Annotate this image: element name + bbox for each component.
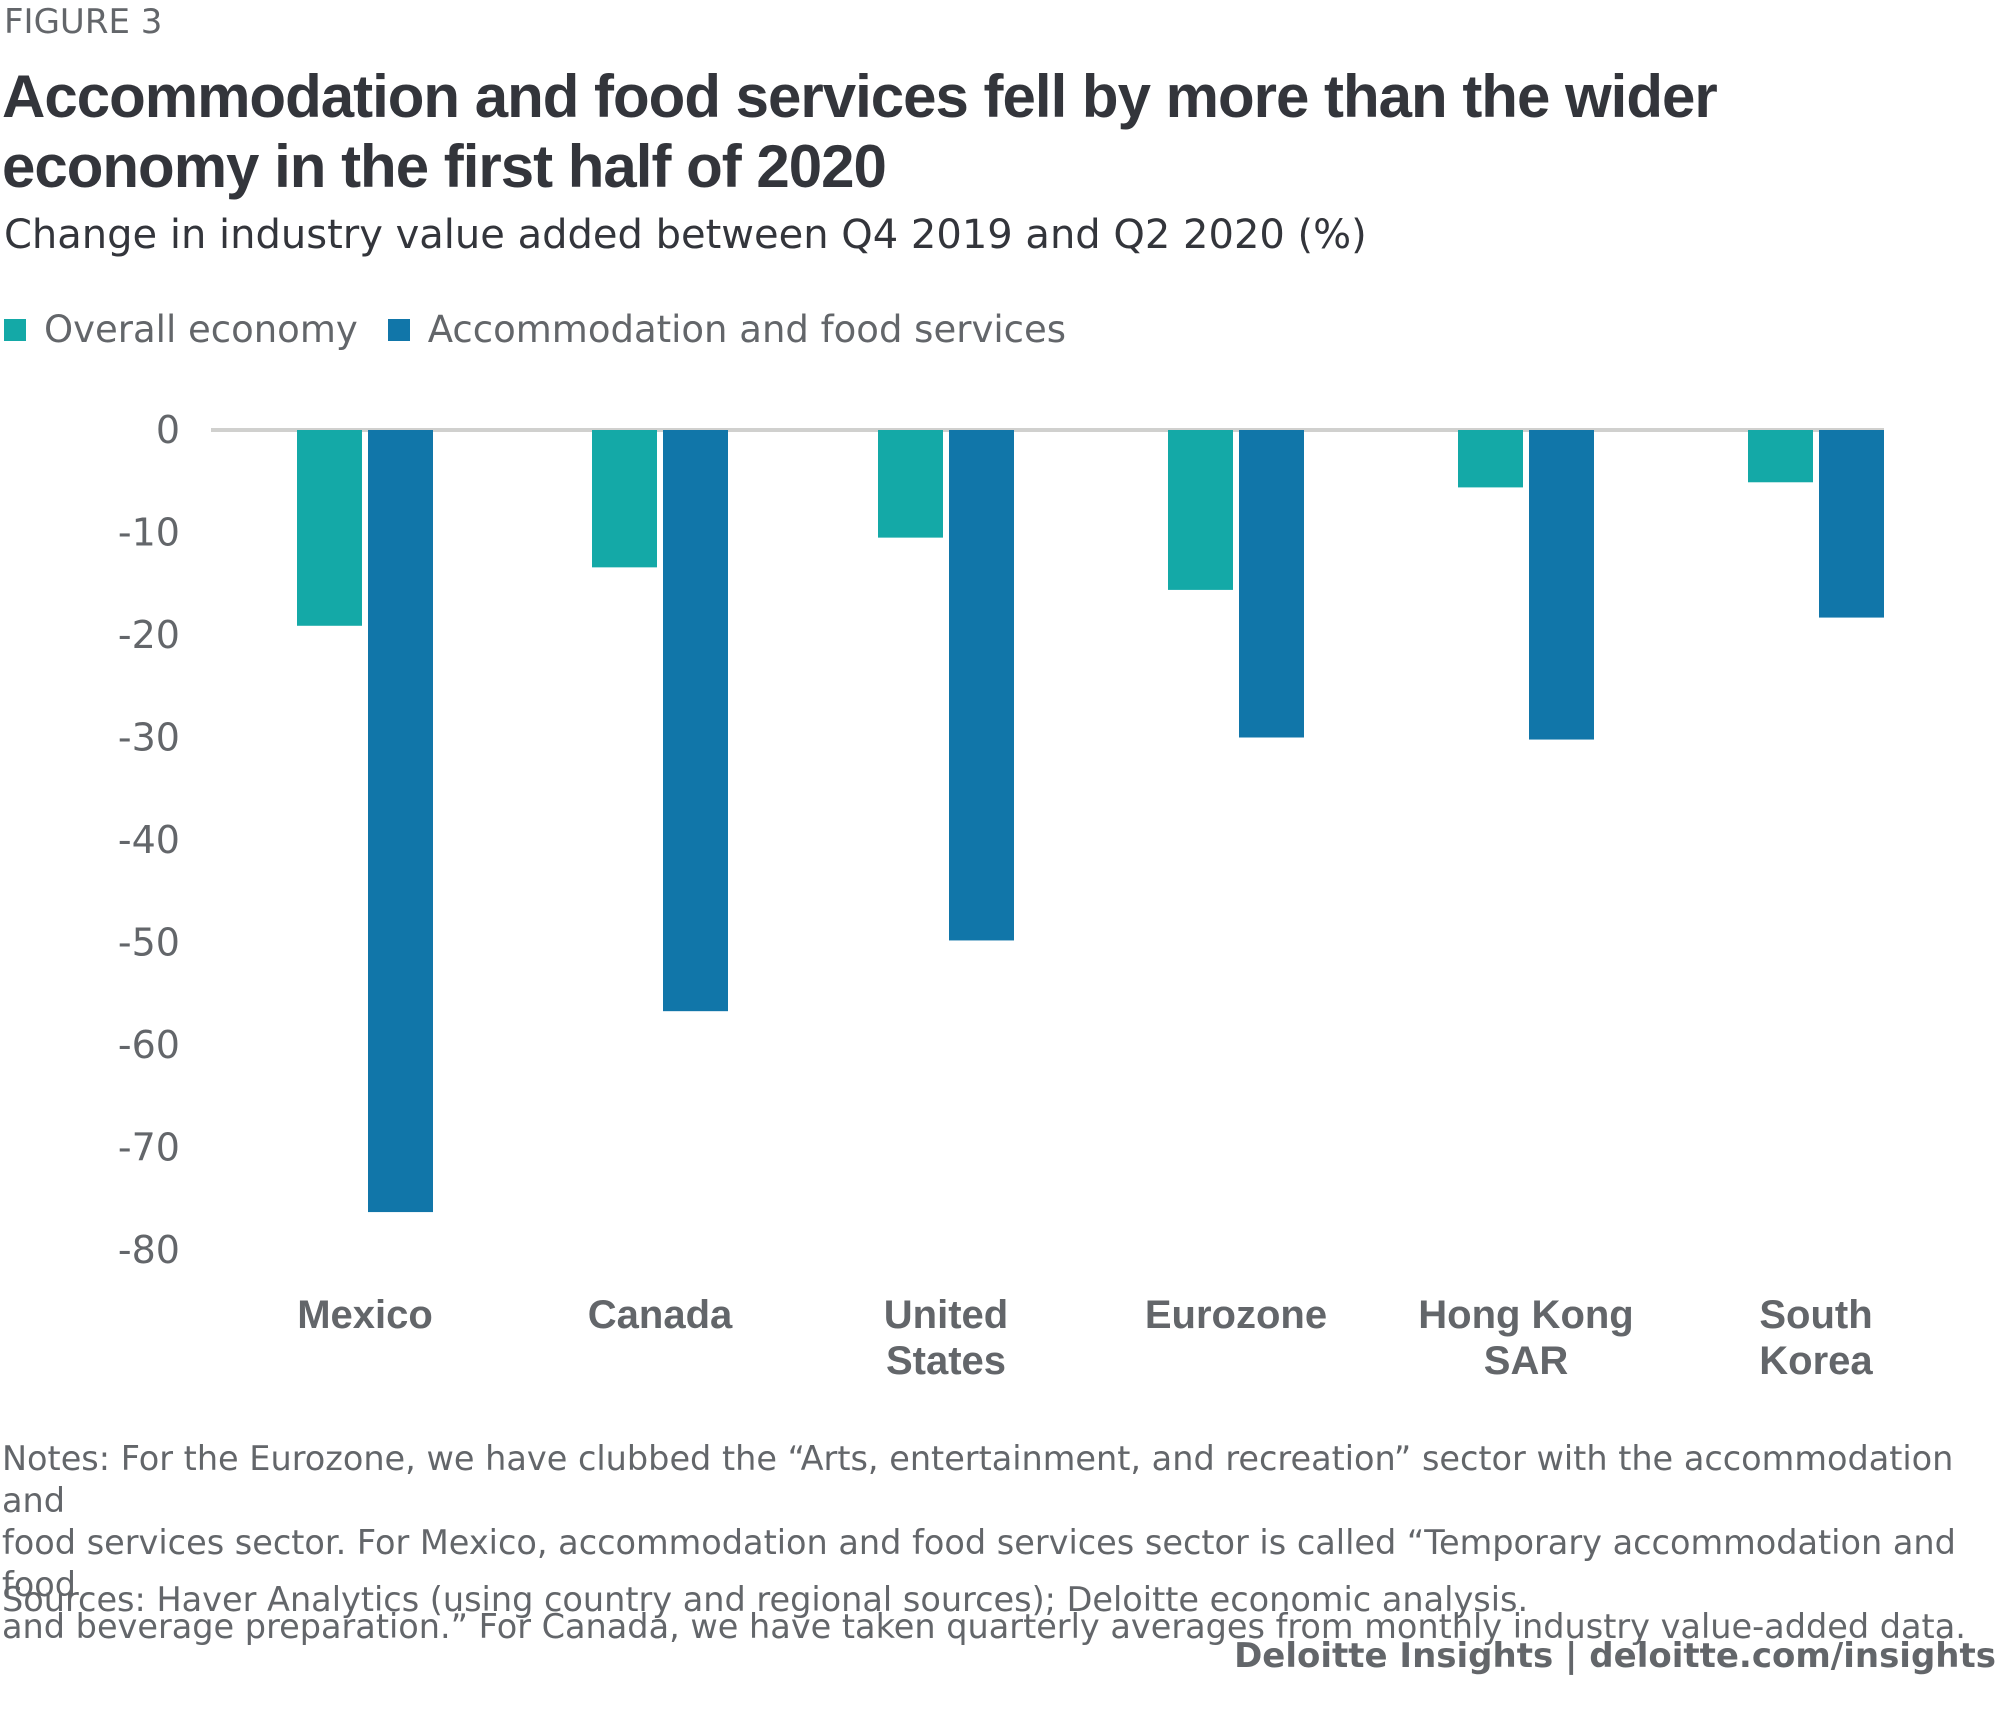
y-axis: 0 -10 -20 -30 -40 -50 -60 -70 -80 bbox=[118, 408, 180, 1272]
bar-overall-economy bbox=[1748, 430, 1813, 483]
legend-swatch-accommodation-food bbox=[387, 318, 410, 341]
x-category-label: United States bbox=[884, 1293, 1008, 1383]
notes-line: and beverage preparation.” For Canada, w… bbox=[2, 1607, 1966, 1646]
bar-chart: 0 -10 -20 -30 -40 -50 -60 -70 -80 Mexico Canada Un… bbox=[118, 408, 1884, 1383]
notes: Notes: For the Eurozone, we have clubbed… bbox=[2, 1438, 1992, 1648]
x-category-label: South Korea bbox=[1759, 1293, 1873, 1383]
y-tick-label: 0 bbox=[156, 408, 180, 452]
legend-swatch-overall-economy bbox=[4, 318, 26, 341]
x-category-label-line: United bbox=[884, 1293, 1008, 1337]
bar-overall-economy bbox=[1168, 430, 1233, 590]
x-category-label: Canada bbox=[588, 1293, 733, 1337]
sources: Sources: Haver Analytics (using country … bbox=[2, 1580, 1529, 1619]
y-tick-label: -60 bbox=[118, 1023, 180, 1067]
legend-label: Accommodation and food services bbox=[427, 308, 1066, 351]
x-category-label-line: States bbox=[886, 1339, 1006, 1383]
x-category-label-line: Hong Kong bbox=[1418, 1293, 1634, 1337]
legend-item-accommodation-food: Accommodation and food services bbox=[387, 308, 1066, 351]
y-tick-label: -20 bbox=[118, 613, 180, 657]
bar-overall-economy bbox=[592, 430, 657, 568]
bar-accommodation-food bbox=[1529, 430, 1594, 740]
x-axis: Mexico Canada United States Eurozone Hong Kon… bbox=[297, 1293, 1873, 1383]
bar-overall-economy bbox=[878, 430, 943, 538]
y-tick-label: -80 bbox=[118, 1228, 180, 1272]
chart-subtitle: Change in industry value added between Q… bbox=[4, 212, 1367, 258]
bar-accommodation-food bbox=[663, 430, 728, 1012]
legend: Overall economy Accommodation and food s… bbox=[4, 308, 1096, 351]
bar-accommodation-food bbox=[368, 430, 433, 1213]
y-tick-label: -30 bbox=[118, 716, 180, 760]
x-category-label: Hong Kong SAR bbox=[1418, 1293, 1634, 1383]
x-category-label: Eurozone bbox=[1145, 1293, 1327, 1337]
bar-overall-economy bbox=[1458, 430, 1523, 488]
bar-overall-economy bbox=[297, 430, 362, 626]
y-tick-label: -70 bbox=[118, 1126, 180, 1170]
x-category-label-line: Eurozone bbox=[1145, 1293, 1327, 1337]
x-category-label-line: Mexico bbox=[297, 1293, 433, 1337]
x-category-label: Mexico bbox=[297, 1293, 433, 1337]
y-tick-label: -40 bbox=[118, 818, 180, 862]
chart-title: Accommodation and food services fell by … bbox=[2, 63, 1718, 200]
y-tick-label: -10 bbox=[118, 511, 180, 555]
notes-line: food services sector. For Mexico, accomm… bbox=[2, 1523, 1956, 1604]
bars bbox=[297, 430, 1884, 1213]
x-category-label-line: South bbox=[1759, 1293, 1872, 1337]
footer-credit: Deloitte Insights | deloitte.com/insight… bbox=[1234, 1636, 1996, 1676]
figure-label: FIGURE 3 bbox=[4, 2, 163, 42]
legend-label: Overall economy bbox=[44, 308, 358, 351]
bar-accommodation-food bbox=[1819, 430, 1884, 618]
bar-accommodation-food bbox=[1239, 430, 1304, 738]
y-tick-label: -50 bbox=[118, 921, 180, 965]
x-category-label-line: SAR bbox=[1484, 1339, 1569, 1383]
bar-accommodation-food bbox=[949, 430, 1014, 941]
x-category-label-line: Korea bbox=[1759, 1339, 1873, 1383]
notes-line: Notes: For the Eurozone, we have clubbed… bbox=[2, 1439, 1954, 1520]
x-category-label-line: Canada bbox=[588, 1293, 733, 1337]
legend-item-overall-economy: Overall economy bbox=[4, 308, 358, 351]
